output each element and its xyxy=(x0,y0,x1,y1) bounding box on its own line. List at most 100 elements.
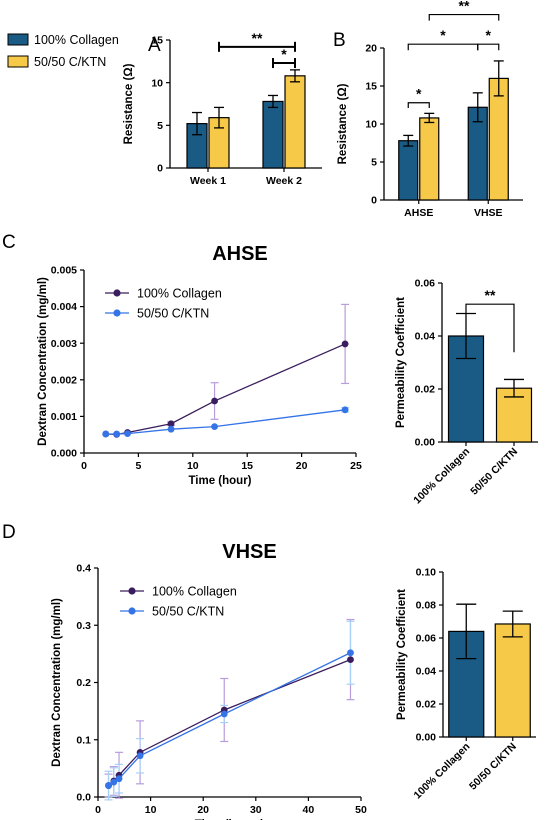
A-bar xyxy=(262,100,284,169)
D2-xtick-label: 100% Collagen xyxy=(411,741,472,802)
D-xtick-label: 20 xyxy=(197,804,209,816)
C-xtick-label: 15 xyxy=(241,460,253,472)
panel-label-c: C xyxy=(2,232,16,253)
A-significance-label: ** xyxy=(252,30,263,46)
C-title: AHSE xyxy=(212,243,268,265)
C-ylabel: Dextran Concentration (mg/ml) xyxy=(37,277,49,446)
A-ytick-label: 10 xyxy=(151,77,163,89)
B-significance-label: ** xyxy=(459,0,470,14)
B-xtick-label: AHSE xyxy=(404,207,433,219)
C-ytick-label: 0.002 xyxy=(51,374,77,386)
C-legend-marker xyxy=(113,309,121,317)
panel-label-a: A xyxy=(148,35,161,56)
D-ylabel: Dextran Concentration (mg/ml) xyxy=(51,598,63,767)
C2-significance-label: ** xyxy=(485,287,496,303)
C-ytick-label: 0.004 xyxy=(51,301,77,313)
D2-bar xyxy=(494,623,531,738)
C-ytick-label: 0.001 xyxy=(51,411,77,423)
D2-ytick-label: 0.06 xyxy=(416,633,437,645)
C-ytick-label: 0.005 xyxy=(51,265,77,277)
D-ytick-label: 0.2 xyxy=(76,677,91,689)
C-series-line xyxy=(105,409,346,435)
top-legend-label: 100% Collagen xyxy=(34,33,119,47)
top-legend-label: 50/50 C/KTN xyxy=(34,55,106,69)
B-bar xyxy=(398,140,419,201)
C-data-point xyxy=(102,430,110,438)
panel-label-d: D xyxy=(2,522,16,543)
D-legend-label: 50/50 C/KTN xyxy=(152,605,224,619)
A-xtick-label: Week 1 xyxy=(190,175,226,187)
C-data-point xyxy=(167,425,175,433)
D-ytick-label: 0.1 xyxy=(76,734,91,746)
C2-xtick-label: 100% Collagen xyxy=(411,446,472,507)
B-ytick-label: 0 xyxy=(371,195,377,207)
C2-ytick-label: 0.04 xyxy=(415,331,436,343)
A-ytick-label: 5 xyxy=(157,120,163,132)
C-xtick-label: 25 xyxy=(350,460,362,472)
D2-ytick-label: 0.02 xyxy=(416,699,437,711)
B-significance-label: * xyxy=(440,27,446,43)
C-xtick-label: 10 xyxy=(187,460,199,472)
D-data-point xyxy=(347,649,354,657)
A-ytick-label: 15 xyxy=(151,35,163,47)
top-legend-swatch xyxy=(7,33,29,46)
D-xtick-label: 50 xyxy=(355,804,367,816)
B-ytick-label: 15 xyxy=(365,81,377,93)
C-legend-label: 100% Collagen xyxy=(137,287,222,301)
top-legend-swatch xyxy=(7,55,29,68)
D-series-line xyxy=(108,658,351,787)
C-legend-marker xyxy=(113,289,121,297)
A-xtick-label: Week 2 xyxy=(266,175,302,187)
C-xlabel: Time (hour) xyxy=(188,475,251,487)
D-data-point xyxy=(136,752,144,760)
A-significance-label: * xyxy=(281,46,287,62)
D-data-point xyxy=(110,778,118,786)
C-series-line xyxy=(105,343,346,435)
C-xtick-label: 20 xyxy=(296,460,308,472)
B-bar xyxy=(488,77,509,201)
D2-ytick-label: 0.08 xyxy=(416,600,437,612)
C-data-point xyxy=(211,397,218,405)
D-series-line xyxy=(108,652,351,787)
A-ytick-label: 0 xyxy=(157,163,163,175)
D-ytick-label: 0.0 xyxy=(76,792,91,804)
D-data-point xyxy=(220,710,228,718)
D-data-point xyxy=(105,782,112,789)
C2-ytick-label: 0.00 xyxy=(415,437,436,449)
C-data-point xyxy=(341,406,349,414)
B-ylabel: Resistance (Ω) xyxy=(337,83,349,164)
D-data-point xyxy=(115,775,123,783)
C-data-point xyxy=(341,340,349,348)
D2-ylabel: Permeability Coefficient xyxy=(396,589,408,720)
D-legend-marker xyxy=(128,607,136,615)
D2-ytick-label: 0.10 xyxy=(416,567,437,579)
B-significance-bracket xyxy=(407,102,430,109)
A-ylabel: Resistance (Ω) xyxy=(123,63,135,144)
C2-significance-bracket xyxy=(465,303,515,353)
C-legend-label: 50/50 C/KTN xyxy=(137,307,209,321)
D-xtick-label: 30 xyxy=(250,804,262,816)
B-xtick-label: VHSE xyxy=(474,207,503,219)
D-ytick-label: 0.3 xyxy=(76,620,91,632)
B-significance-bracket xyxy=(428,13,500,21)
D-ytick-label: 0.4 xyxy=(76,563,91,575)
D-legend-marker xyxy=(128,587,136,595)
B-significance-bracket xyxy=(477,43,500,51)
C2-ylabel: Permeability Coefficient xyxy=(395,297,407,428)
D-title: VHSE xyxy=(222,541,276,563)
C-xtick-label: 0 xyxy=(81,460,87,472)
C2-ytick-label: 0.06 xyxy=(415,278,436,290)
C-data-point xyxy=(124,430,131,438)
D2-xtick-label: 50/50 C/KTN xyxy=(467,741,519,793)
C-data-point xyxy=(113,430,121,438)
C2-xtick-label: 50/50 C/KTN xyxy=(468,446,520,498)
D-legend-label: 100% Collagen xyxy=(152,585,237,599)
D-xtick-label: 0 xyxy=(95,804,101,816)
D-data-point xyxy=(347,656,354,663)
D-xtick-label: 40 xyxy=(303,804,315,816)
A-bar xyxy=(284,75,306,169)
C-ytick-label: 0.000 xyxy=(51,448,77,460)
C-ytick-label: 0.003 xyxy=(51,338,77,350)
C-xtick-label: 5 xyxy=(135,460,141,472)
